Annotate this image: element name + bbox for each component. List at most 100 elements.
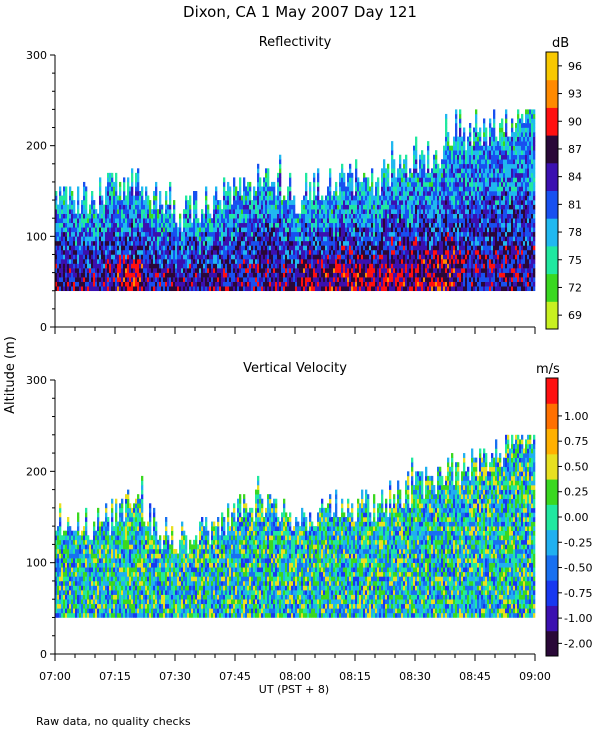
heatmap-cell	[421, 277, 424, 282]
heatmap-cell	[281, 254, 284, 260]
heatmap-cell	[239, 191, 242, 196]
heatmap-cell	[63, 277, 66, 282]
heatmap-cell	[251, 272, 254, 278]
heatmap-cell	[227, 236, 230, 242]
heatmap-cell	[377, 286, 380, 292]
heatmap-cell	[299, 259, 302, 264]
heatmap-cell	[113, 231, 116, 237]
heatmap-cell	[421, 177, 424, 183]
heatmap-cell	[137, 172, 140, 178]
heatmap-cell	[87, 254, 90, 260]
heatmap-cell	[143, 272, 146, 278]
heatmap-cell	[329, 263, 332, 269]
heatmap-cell	[225, 259, 228, 264]
heatmap-cell	[231, 218, 234, 224]
heatmap-cell	[245, 195, 248, 201]
heatmap-cell	[353, 222, 356, 228]
heatmap-cell	[181, 263, 184, 269]
heatmap-cell	[399, 191, 402, 196]
heatmap-cell	[331, 218, 334, 224]
heatmap-cell	[255, 286, 258, 292]
heatmap-cell	[229, 204, 232, 210]
heatmap-cell	[341, 186, 344, 192]
heatmap-cell	[445, 123, 448, 128]
heatmap-cell	[195, 195, 198, 201]
heatmap-cell	[205, 204, 208, 210]
heatmap-cell	[225, 191, 228, 196]
heatmap-cell	[249, 249, 252, 255]
heatmap-cell	[467, 259, 470, 264]
heatmap-cell	[165, 236, 168, 242]
heatmap-cell	[387, 268, 390, 273]
heatmap-cell	[359, 195, 362, 201]
heatmap-cell	[395, 177, 398, 183]
heatmap-cell	[89, 204, 92, 210]
heatmap-cell	[91, 281, 94, 287]
heatmap-cell	[169, 286, 172, 292]
heatmap-cell	[463, 132, 466, 137]
heatmap-cell	[325, 263, 328, 269]
heatmap-cell	[175, 222, 178, 228]
heatmap-cell	[265, 181, 268, 187]
heatmap-cell	[465, 204, 468, 210]
heatmap-cell	[99, 263, 102, 269]
heatmap-cell	[401, 281, 404, 287]
heatmap-cell	[255, 249, 258, 255]
heatmap-cell	[419, 200, 422, 205]
heatmap-cell	[323, 240, 326, 246]
heatmap-cell	[461, 263, 464, 269]
heatmap-cell	[77, 272, 80, 278]
heatmap-cell	[55, 209, 58, 214]
heatmap-cell	[419, 209, 422, 214]
heatmap-cell	[165, 213, 168, 219]
heatmap-cell	[429, 227, 432, 233]
heatmap-cell	[333, 249, 336, 255]
heatmap-cell	[167, 259, 170, 264]
heatmap-cell	[193, 245, 196, 251]
heatmap-cell	[93, 272, 96, 278]
heatmap-cell	[401, 209, 404, 214]
heatmap-cell	[259, 177, 262, 183]
heatmap-cell	[409, 259, 412, 264]
heatmap-cell	[333, 254, 336, 260]
heatmap-cell	[71, 272, 74, 278]
heatmap-cell	[223, 200, 226, 205]
heatmap-cell	[123, 186, 126, 192]
heatmap-cell	[379, 259, 382, 264]
heatmap-cell	[437, 245, 440, 251]
heatmap-cell	[151, 254, 154, 260]
heatmap-cell	[315, 286, 318, 292]
heatmap-cell	[259, 195, 262, 201]
heatmap-cell	[371, 227, 374, 233]
heatmap-cell	[293, 259, 296, 264]
heatmap-cell	[265, 249, 268, 255]
heatmap-cell	[329, 227, 332, 233]
heatmap-cell	[257, 168, 260, 174]
heatmap-cell	[291, 259, 294, 264]
heatmap-cell	[91, 213, 94, 219]
heatmap-cell	[417, 172, 420, 178]
heatmap-cell	[439, 240, 442, 246]
heatmap-cell	[395, 218, 398, 224]
heatmap-cell	[153, 231, 156, 237]
heatmap-cell	[233, 227, 236, 233]
heatmap-cell	[451, 254, 454, 260]
heatmap-cell	[249, 195, 252, 201]
heatmap-cell	[457, 172, 460, 178]
heatmap-cell	[257, 218, 260, 224]
heatmap-cell	[341, 227, 344, 233]
heatmap-cell	[399, 204, 402, 210]
heatmap-cell	[133, 263, 136, 269]
heatmap-cell	[237, 240, 240, 246]
heatmap-cell	[167, 254, 170, 260]
heatmap-cell	[369, 200, 372, 205]
heatmap-cell	[81, 222, 84, 228]
heatmap-cell	[131, 181, 134, 187]
heatmap-cell	[443, 240, 446, 246]
heatmap-cell	[427, 286, 430, 292]
heatmap-cell	[453, 272, 456, 278]
heatmap-cell	[69, 281, 72, 287]
heatmap-cell	[417, 195, 420, 201]
heatmap-cell	[313, 181, 316, 187]
heatmap-cell	[383, 181, 386, 187]
